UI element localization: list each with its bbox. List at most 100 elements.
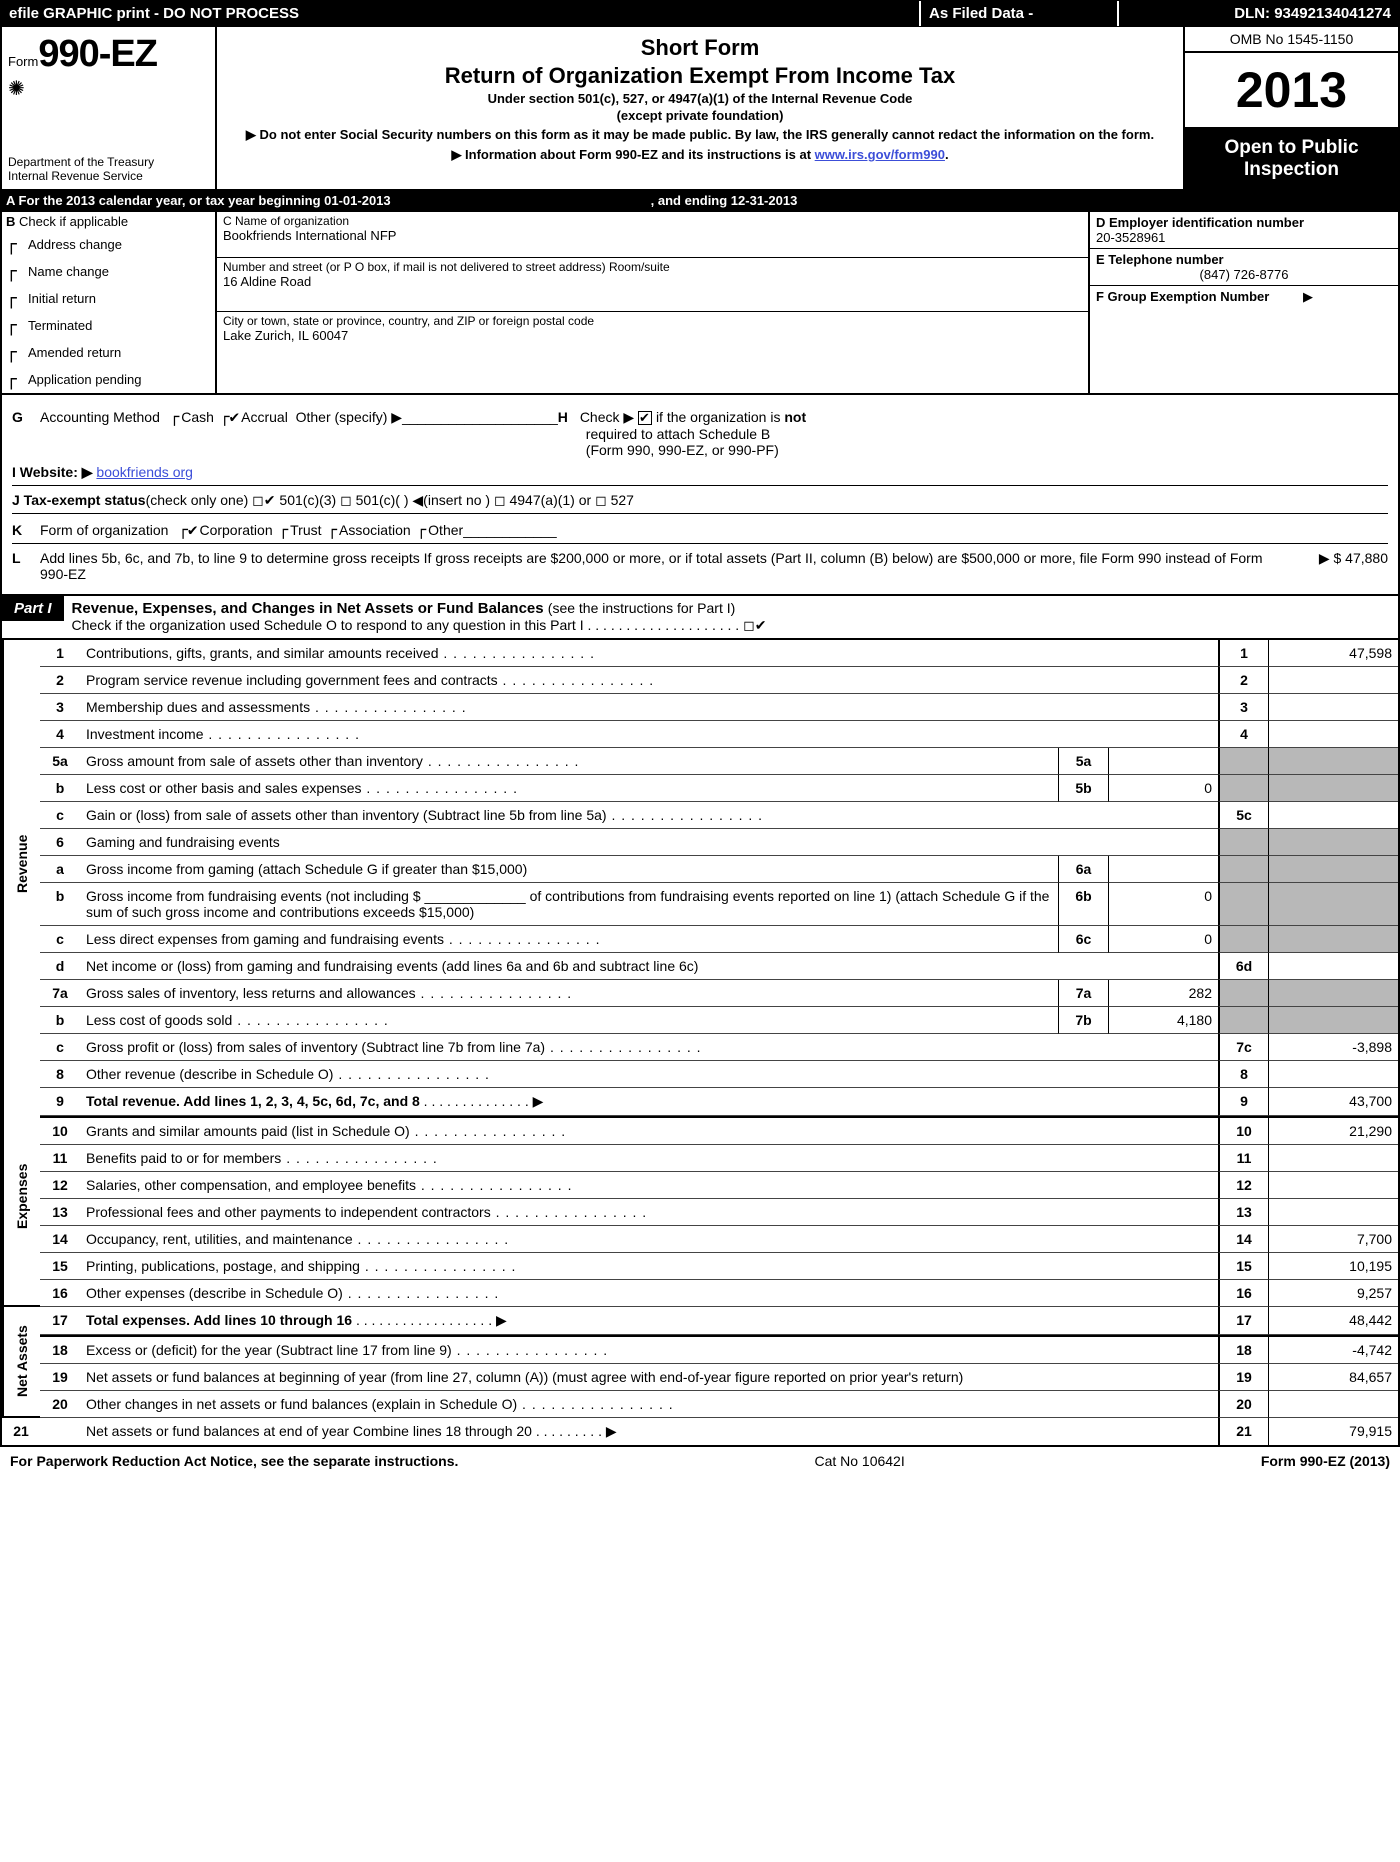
checkbox-cash[interactable]: ┌: [170, 407, 180, 426]
line-7a-desc: Gross sales of inventory, less returns a…: [80, 980, 1058, 1007]
org-name: Bookfriends International NFP: [223, 228, 1082, 243]
checkbox-icon[interactable]: ┌: [6, 315, 22, 336]
header-center: Short Form Return of Organization Exempt…: [217, 27, 1183, 189]
line-2-desc: Program service revenue including govern…: [80, 667, 1218, 694]
line-21-desc: Net assets or fund balances at end of ye…: [80, 1418, 1218, 1445]
line-6b-value: 0: [1108, 883, 1218, 926]
org-info: C Name of organization Bookfriends Inter…: [217, 212, 1088, 393]
label-ein: D Employer identification number: [1096, 215, 1392, 230]
right-info: D Employer identification number 20-3528…: [1088, 212, 1398, 393]
line-9-desc: Total revenue. Add lines 1, 2, 3, 4, 5c,…: [80, 1088, 1218, 1116]
line-3-value: [1268, 694, 1398, 721]
line-10-desc: Grants and similar amounts paid (list in…: [80, 1116, 1218, 1145]
top-bar-mid: As Filed Data -: [919, 1, 1119, 26]
checkbox-icon[interactable]: ┌: [6, 342, 22, 363]
line-7b-value: 4,180: [1108, 1007, 1218, 1034]
street-address: 16 Aldine Road: [223, 274, 1082, 289]
omb-number: OMB No 1545-1150: [1185, 27, 1398, 53]
line-19-desc: Net assets or fund balances at beginning…: [80, 1364, 1218, 1391]
checkbox-trust[interactable]: ┌: [279, 520, 289, 539]
line-h: H Check ▶ if the organization is not req…: [558, 409, 958, 458]
line-11-desc: Benefits paid to or for members: [80, 1145, 1218, 1172]
line-1-desc: Contributions, gifts, grants, and simila…: [80, 640, 1218, 667]
ein-value: 20-3528961: [1096, 230, 1392, 245]
line-4-value: [1268, 721, 1398, 748]
top-bar-dln: DLN: 93492134041274: [1119, 1, 1399, 26]
line-18-value: -4,742: [1268, 1335, 1398, 1364]
title-short-form: Short Form: [227, 35, 1173, 61]
footer-catno: Cat No 10642I: [814, 1453, 904, 1469]
label-phone: E Telephone number: [1096, 252, 1392, 267]
checkbox-icon[interactable]: ┌: [6, 288, 22, 309]
line-8-value: [1268, 1061, 1398, 1088]
line-21-value: 79,915: [1268, 1418, 1398, 1445]
line-16-value: 9,257: [1268, 1280, 1398, 1307]
line-16-desc: Other expenses (describe in Schedule O): [80, 1280, 1218, 1307]
line-9-value: 43,700: [1268, 1088, 1398, 1116]
checkbox-icon[interactable]: ┌: [6, 369, 22, 390]
entity-block: B Check if applicable ┌Address change ┌N…: [0, 212, 1400, 395]
form-number: 990-EZ: [38, 33, 157, 75]
footer: For Paperwork Reduction Act Notice, see …: [0, 1447, 1400, 1475]
line-6c-value: 0: [1108, 926, 1218, 953]
line-15-value: 10,195: [1268, 1253, 1398, 1280]
label-group-exemption: F Group Exemption Number: [1096, 289, 1269, 304]
line-14-desc: Occupancy, rent, utilities, and maintena…: [80, 1226, 1218, 1253]
line-6b-desc: Gross income from fundraising events (no…: [80, 883, 1058, 926]
irs-link[interactable]: www.irs.gov/form990: [815, 147, 945, 162]
website-link[interactable]: bookfriends org: [96, 464, 193, 480]
subtitle-code: Under section 501(c), 527, or 4947(a)(1)…: [227, 91, 1173, 106]
line-19-value: 84,657: [1268, 1364, 1398, 1391]
line-3-desc: Membership dues and assessments: [80, 694, 1218, 721]
revenue-vertical-label: Revenue: [2, 640, 40, 1088]
line-12-value: [1268, 1172, 1398, 1199]
checkbox-assoc[interactable]: ┌: [327, 520, 337, 539]
line-10-value: 21,290: [1268, 1116, 1398, 1145]
subtitle-except: (except private foundation): [227, 108, 1173, 123]
line-j: J Tax-exempt status (check only one) ◻✔ …: [12, 492, 1388, 514]
line-8-desc: Other revenue (describe in Schedule O): [80, 1061, 1218, 1088]
netassets-vertical-label: Net Assets: [2, 1307, 40, 1418]
part-title: Revenue, Expenses, and Changes in Net As…: [64, 596, 775, 638]
line-17-desc: Total expenses. Add lines 10 through 16 …: [80, 1307, 1218, 1335]
line-5c-value: [1268, 802, 1398, 829]
part-i-grid: Revenue 1 Contributions, gifts, grants, …: [0, 640, 1400, 1447]
footer-pra: For Paperwork Reduction Act Notice, see …: [10, 1453, 458, 1469]
instruction-ssn: ▶ Do not enter Social Security numbers o…: [227, 127, 1173, 143]
options-block: G Accounting Method ┌Cash ┌✔Accrual Othe…: [0, 395, 1400, 596]
checkbox-icon[interactable]: ┌: [6, 234, 22, 255]
line-13-value: [1268, 1199, 1398, 1226]
line-6a-desc: Gross income from gaming (attach Schedul…: [80, 856, 1058, 883]
checkbox-other[interactable]: ┌: [417, 520, 427, 539]
cb-pending: Application pending: [28, 372, 141, 387]
line-4-desc: Investment income: [80, 721, 1218, 748]
city-state-zip: Lake Zurich, IL 60047: [223, 328, 1082, 343]
instruction-info: ▶ Information about Form 990-EZ and its …: [227, 147, 1173, 163]
part-i-header: Part I Revenue, Expenses, and Changes in…: [0, 596, 1400, 640]
dept-irs: Internal Revenue Service: [8, 169, 209, 183]
section-b-checkboxes: B Check if applicable ┌Address change ┌N…: [2, 212, 217, 393]
line-6a-value: [1108, 856, 1218, 883]
checkbox-icon[interactable]: ┌: [6, 261, 22, 282]
title-return: Return of Organization Exempt From Incom…: [227, 63, 1173, 89]
cb-amended: Amended return: [28, 345, 121, 360]
checkbox-corp-checked[interactable]: ┌✔: [178, 520, 197, 539]
line-5b-desc: Less cost or other basis and sales expen…: [80, 775, 1058, 802]
checkbox-h-checked[interactable]: [638, 411, 652, 425]
form-header: Form990-EZ ✺ Department of the Treasury …: [0, 27, 1400, 191]
line-20-desc: Other changes in net assets or fund bala…: [80, 1391, 1218, 1418]
form-prefix: Form: [8, 54, 38, 69]
line-20-value: [1268, 1391, 1398, 1418]
cb-initial-return: Initial return: [28, 291, 96, 306]
checkbox-accrual-checked[interactable]: ┌✔: [220, 407, 239, 426]
label-city: City or town, state or province, country…: [223, 314, 1082, 328]
open-to-public: Open to Public Inspection: [1185, 129, 1398, 189]
label-street: Number and street (or P O box, if mail i…: [223, 260, 1082, 274]
line-6d-desc: Net income or (loss) from gaming and fun…: [80, 953, 1218, 980]
line-7a-value: 282: [1108, 980, 1218, 1007]
cb-terminated: Terminated: [28, 318, 92, 333]
part-label: Part I: [2, 596, 64, 621]
line-12-desc: Salaries, other compensation, and employ…: [80, 1172, 1218, 1199]
header-left: Form990-EZ ✺ Department of the Treasury …: [2, 27, 217, 189]
line-1-value: 47,598: [1268, 640, 1398, 667]
